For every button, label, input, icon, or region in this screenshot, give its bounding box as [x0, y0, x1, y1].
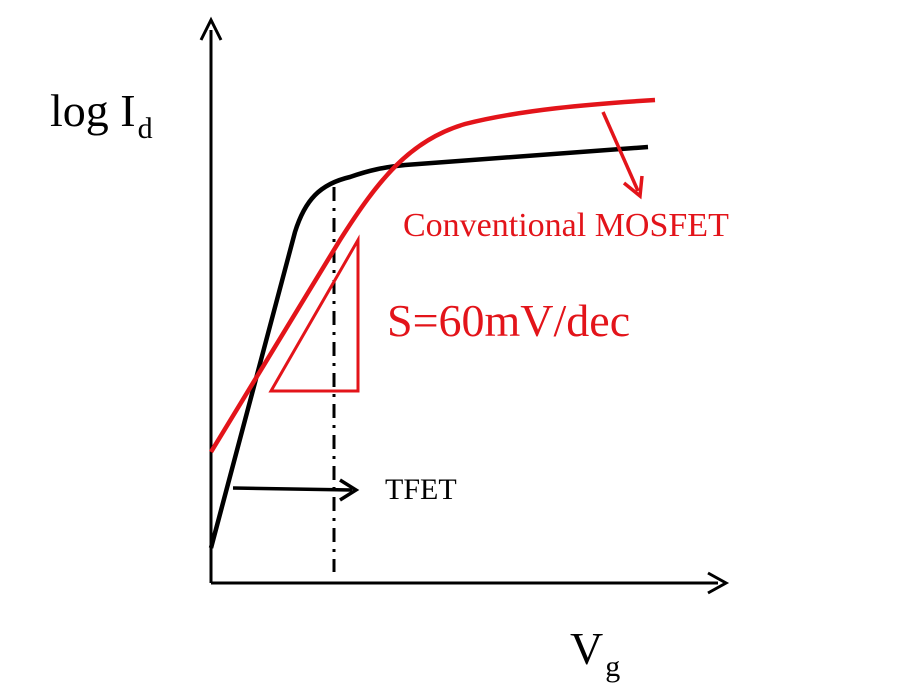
subthreshold-slope-label: S=60mV/dec — [387, 295, 631, 346]
mosfet-label: Conventional MOSFET — [403, 207, 729, 244]
tfet-pointer-line — [232, 486, 353, 492]
mosfet-pointer-line — [601, 111, 640, 192]
mosfet-curve — [209, 97, 656, 454]
tfet-label: TFET — [385, 473, 457, 506]
x-axis-label-main: V — [570, 623, 604, 674]
y-axis-label-subscript: d — [137, 112, 153, 145]
y-axis-label-main: log I — [50, 85, 136, 136]
y-axis-arrowhead — [199, 16, 223, 41]
x-axis-arrowhead — [707, 571, 730, 595]
tfet-curve — [208, 144, 649, 549]
x-axis-label: Vg — [570, 623, 620, 682]
mosfet-pointer-arrowhead — [622, 175, 644, 200]
x-axis-label-subscript: g — [605, 650, 621, 683]
y-axis-label: log Id — [50, 85, 153, 144]
tfet-pointer-arrowhead — [339, 478, 360, 502]
slope-triangle — [268, 234, 360, 393]
